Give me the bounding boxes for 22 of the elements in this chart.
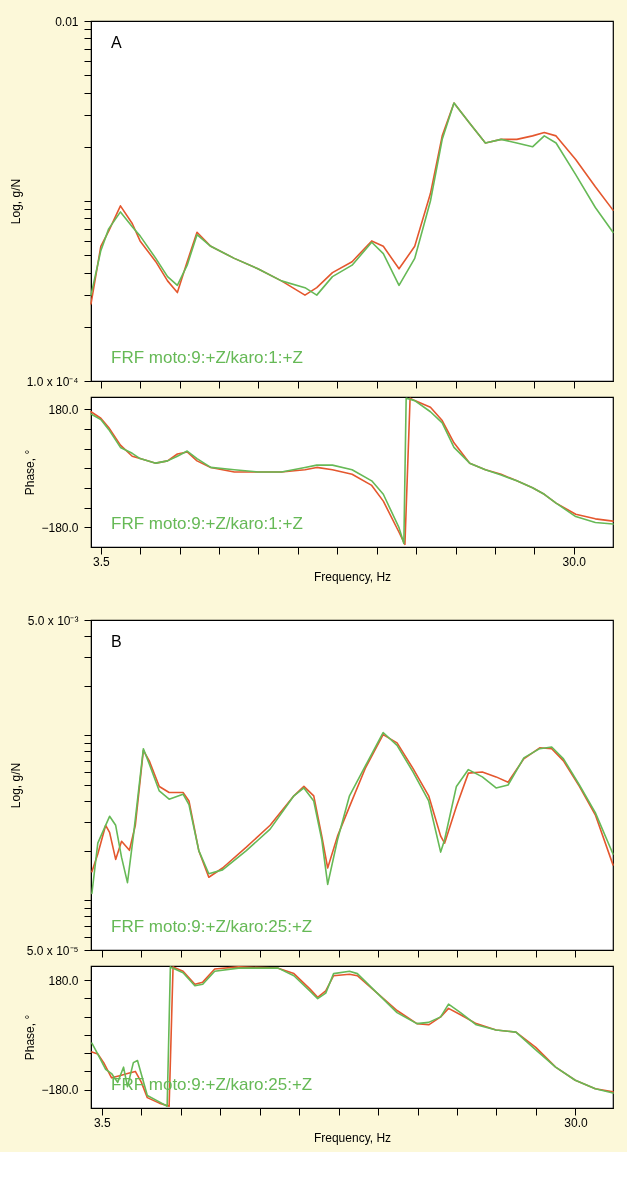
x-axis-title: Frequency, Hz: [313, 569, 392, 584]
y-axis-title: Phase, °: [23, 1014, 38, 1061]
x-tick-label: 30.0: [564, 1115, 588, 1130]
y-tick-label: 180.0: [48, 973, 79, 988]
y-tick-label: 1.0 x 10⁻⁴: [26, 374, 79, 389]
x-tick-label: 30.0: [562, 554, 587, 569]
y-tick-label: 5.0 x 10⁻⁵: [26, 943, 79, 958]
y-axis-title: Phase, °: [23, 449, 38, 496]
y-tick-label: 0.01: [55, 14, 79, 29]
y-tick-label: 5.0 x 10⁻³: [27, 613, 79, 628]
y-tick-label: −180.0: [41, 520, 79, 535]
y-tick-label: 180.0: [48, 402, 79, 417]
annotation: B: [111, 633, 122, 650]
x-tick-label: 3.5: [93, 1115, 111, 1130]
x-axis-title: Frequency, Hz: [313, 1130, 392, 1145]
y-tick-label: −180.0: [41, 1083, 79, 1098]
y-axis-title: Log, g/N: [8, 178, 23, 225]
annotation: A: [111, 34, 122, 51]
text: FRF moto:9:+Z/karo:1:+Z: [111, 348, 303, 367]
series-label: FRF moto:9:+Z/karo:25:+Z: [111, 917, 313, 936]
y-axis-title: Log, g/N: [8, 762, 23, 809]
x-tick-label: 3.5: [92, 554, 110, 569]
